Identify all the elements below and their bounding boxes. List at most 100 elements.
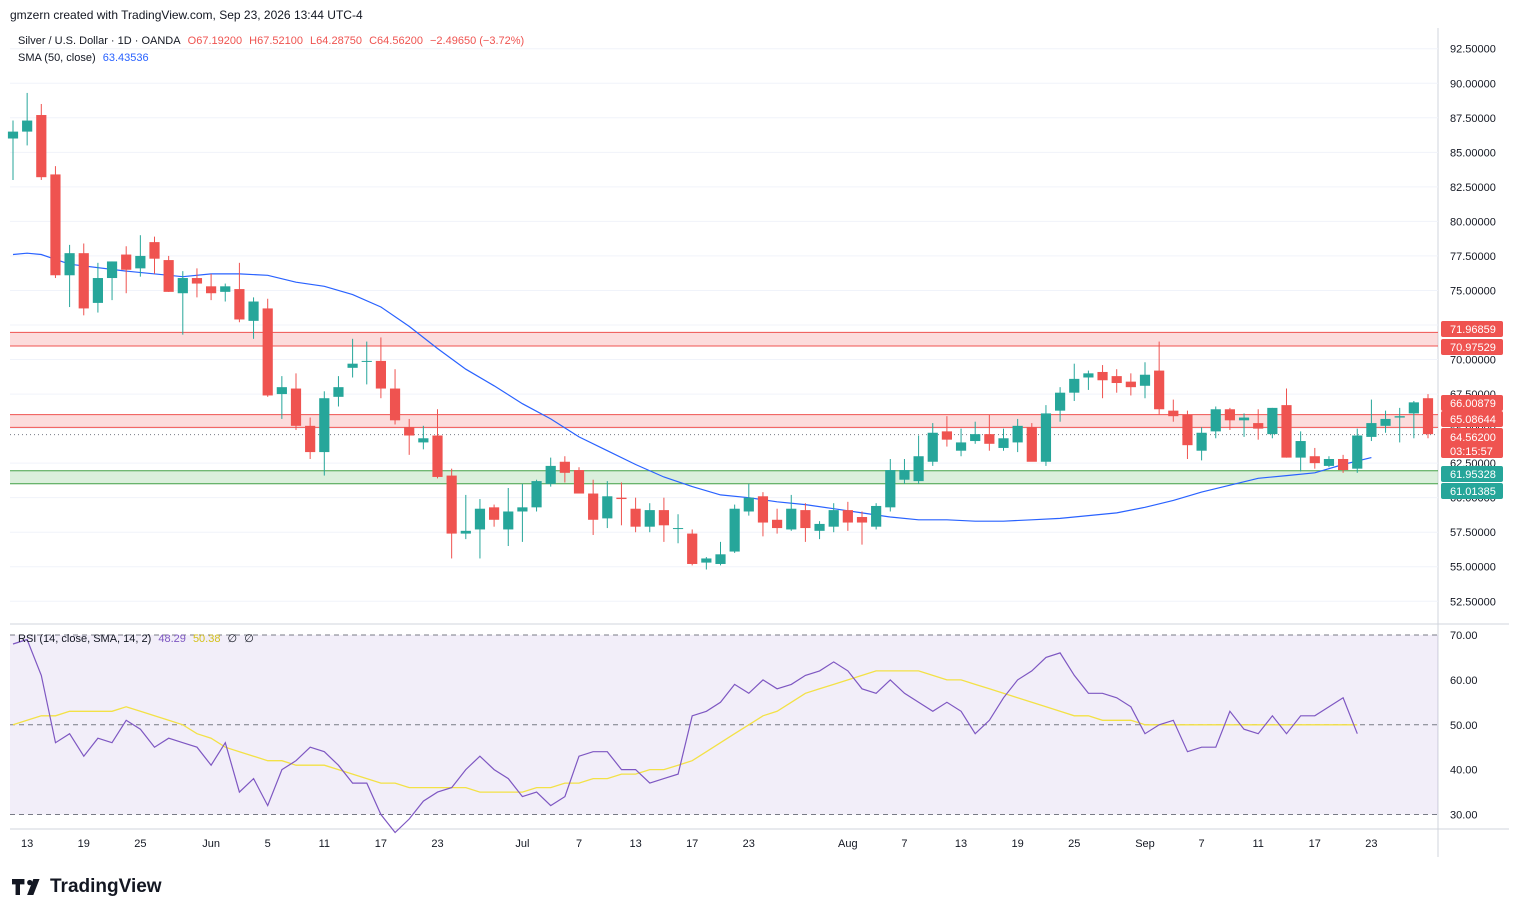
rsi-panel <box>10 634 1438 834</box>
candle-body <box>220 286 231 292</box>
zone-fill <box>10 470 1438 484</box>
candle-body <box>970 434 981 442</box>
candle <box>64 244 75 308</box>
candle <box>701 557 712 570</box>
candle <box>602 481 613 529</box>
candle-body <box>1055 392 1066 411</box>
candle <box>1069 363 1080 401</box>
candle-body <box>588 493 599 520</box>
candle <box>1168 399 1179 422</box>
level-label: 71.96859 <box>1450 324 1496 336</box>
candle-body <box>573 470 585 494</box>
candle <box>333 376 344 407</box>
candle-body <box>1210 409 1221 432</box>
candle-body <box>36 115 47 178</box>
candle <box>446 468 457 559</box>
candle <box>616 482 627 526</box>
candle <box>1309 447 1320 469</box>
candle-body <box>1196 432 1207 451</box>
candle <box>50 166 61 279</box>
candle-body <box>1366 423 1377 437</box>
candle <box>1295 431 1306 472</box>
time-tick-label: 13 <box>21 838 33 850</box>
candle <box>757 492 769 537</box>
candle-body <box>361 360 372 362</box>
candle <box>78 243 89 316</box>
candle-body <box>729 508 740 552</box>
candle <box>276 376 287 419</box>
candle <box>1139 362 1151 399</box>
level-label: 61.01385 <box>1450 486 1496 498</box>
candle-body <box>446 475 457 534</box>
time-tick-label: 25 <box>134 838 146 850</box>
time-tick-label: Jun <box>202 838 220 850</box>
candle-body <box>630 508 641 527</box>
candle-body <box>856 517 868 523</box>
time-tick-label: 7 <box>576 838 582 850</box>
candle-body <box>715 554 726 564</box>
rsi-legend: RSI (14, close, SMA, 14, 2) 48.29 50.38 … <box>18 632 258 645</box>
candle-body <box>262 308 273 396</box>
candle-body <box>276 387 287 395</box>
rsi-value: 48.29 <box>158 633 186 645</box>
candle-body <box>885 470 896 508</box>
candle <box>92 262 103 313</box>
level-label-bg <box>1441 411 1503 427</box>
tradingview-logo[interactable]: TradingView <box>12 876 162 898</box>
candle-body <box>1224 409 1235 421</box>
candle <box>729 504 740 553</box>
candle <box>899 458 910 484</box>
rsi-label: RSI (14, close, SMA, 14, 2) <box>18 633 152 645</box>
candle-body <box>814 523 825 531</box>
candle-body <box>531 481 542 508</box>
candle-body <box>106 261 118 279</box>
level-label: 61.95328 <box>1450 469 1496 481</box>
time-tick-label: Sep <box>1135 838 1155 850</box>
rsi-tick-label: 60.00 <box>1450 675 1478 687</box>
candle <box>955 428 967 457</box>
level-label-bg <box>1441 395 1503 411</box>
candle-body <box>1408 402 1419 414</box>
price-tick-label: 52.50000 <box>1450 596 1496 608</box>
candle <box>489 504 500 527</box>
candle <box>163 255 174 292</box>
time-tick-label: 17 <box>686 838 698 850</box>
candle <box>7 120 19 180</box>
candle <box>828 503 839 533</box>
candle <box>1323 456 1335 468</box>
high-value: H67.52100 <box>249 35 303 47</box>
candle <box>842 501 853 531</box>
rsi-extra-1: ∅ <box>227 633 238 645</box>
candle <box>970 421 981 444</box>
candle-body <box>1267 407 1278 435</box>
candle <box>913 435 924 484</box>
candle-body <box>559 461 570 473</box>
candle-body <box>1168 410 1179 417</box>
candle-body <box>757 496 769 523</box>
candle <box>234 262 245 323</box>
candle-body <box>22 120 33 132</box>
candle-body <box>319 398 330 453</box>
candle-body <box>460 530 471 534</box>
time-tick-label: 7 <box>1199 838 1205 850</box>
candle <box>588 479 599 535</box>
candle-body <box>743 497 754 512</box>
candle-body <box>234 289 245 320</box>
candle <box>1125 373 1136 396</box>
candle <box>559 456 570 483</box>
countdown-label: 03:15:57 <box>1450 446 1493 458</box>
sma-legend: SMA (50, close) 63.43536 <box>18 52 153 64</box>
candle <box>941 416 952 447</box>
candle <box>814 521 825 540</box>
candle <box>418 425 429 450</box>
candle <box>248 297 259 339</box>
candle-body <box>1097 371 1108 381</box>
candle-body <box>984 434 995 444</box>
rsi-tick-label: 40.00 <box>1450 765 1478 777</box>
candle-body <box>602 496 613 519</box>
last-price-bg <box>1441 428 1503 458</box>
candle <box>121 246 132 294</box>
candle <box>786 494 797 531</box>
candle <box>460 494 471 540</box>
